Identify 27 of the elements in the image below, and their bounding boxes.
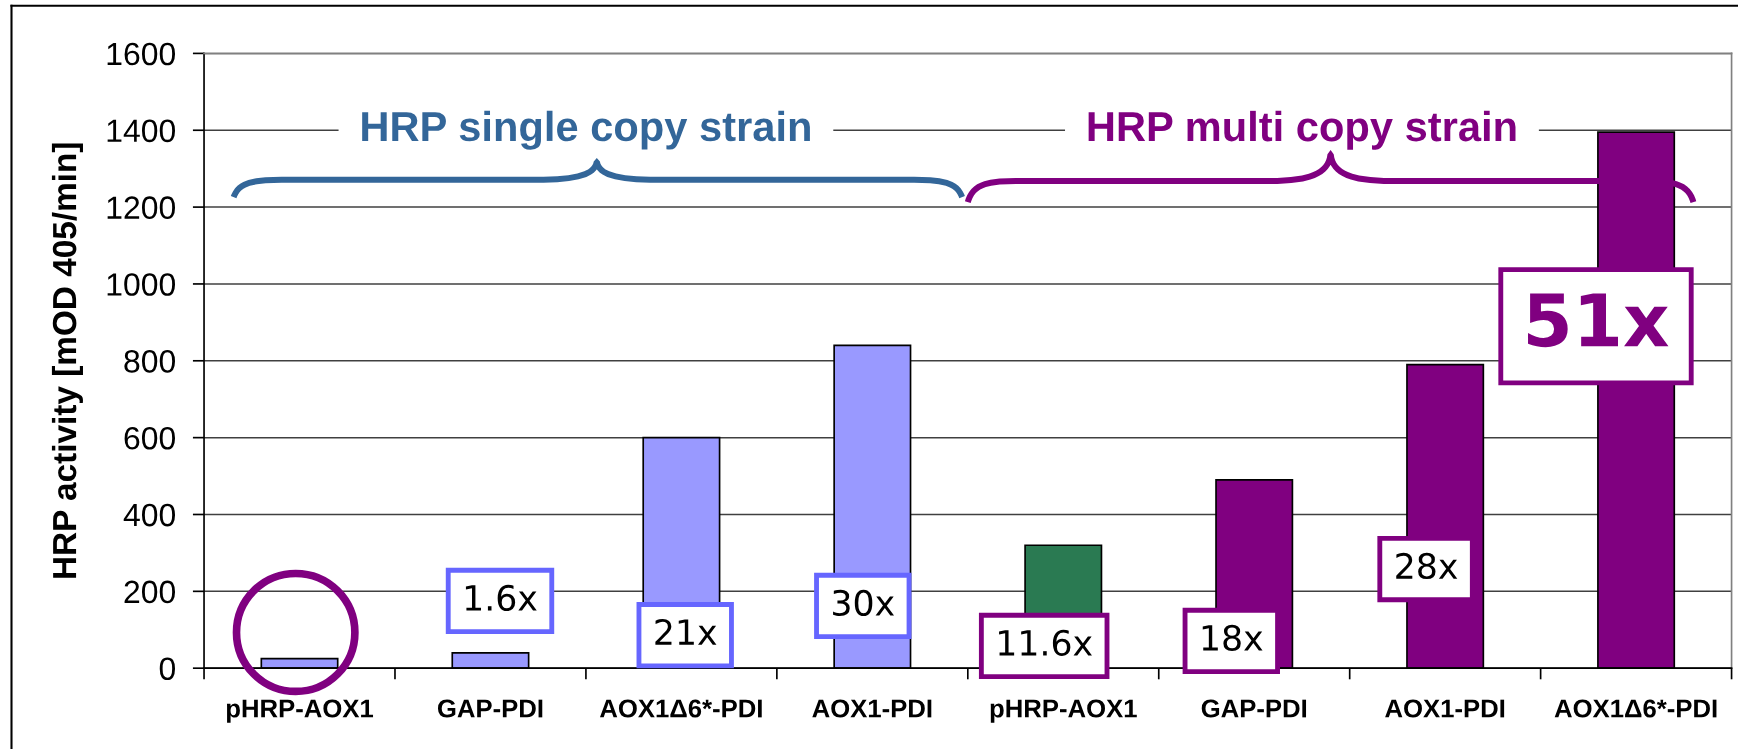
x-tick-label: pHRP-AOX1 (226, 699, 374, 723)
y-tick-label: 1600 (107, 42, 176, 66)
x-tick-label: AOX1Δ6*-PDI (599, 699, 762, 718)
y-tick-label: 1400 (107, 119, 176, 143)
y-tick-label: 600 (124, 426, 176, 450)
y-tick-label: 400 (123, 503, 176, 527)
y-tick-label: 0 (159, 657, 176, 681)
annotation: HRP single copy strain (362, 110, 810, 150)
x-tick-label: GAP-PDI (437, 699, 543, 718)
x-tick-label: AOX1Δ6*-PDI (1554, 699, 1717, 718)
y-tick-label: 800 (124, 350, 176, 373)
x-tick-label: GAP-PDI (1201, 699, 1307, 718)
y-tick-label: 200 (124, 580, 176, 604)
annotation: 51x (1528, 293, 1669, 348)
y-tick-label: 1000 (107, 273, 176, 296)
annotation: 11.6x (999, 629, 1092, 656)
annotation: 28x (1396, 552, 1458, 580)
annotation: HRP multi copy strain (1088, 110, 1516, 150)
y-axis-title: HRP activity [mOD 405/min] (51, 143, 83, 578)
y-tick-label: 1200 (107, 196, 176, 219)
x-tick-label: AOX1-PDI (1385, 699, 1505, 718)
x-tick-label: pHRP-AOX1 (990, 699, 1137, 723)
x-tick-label: AOX1-PDI (812, 699, 932, 718)
annotation: 18x (1202, 624, 1263, 651)
annotation: 1.6x (465, 584, 537, 612)
annotation: 30x (833, 589, 895, 617)
annotation: 21x (655, 618, 717, 645)
